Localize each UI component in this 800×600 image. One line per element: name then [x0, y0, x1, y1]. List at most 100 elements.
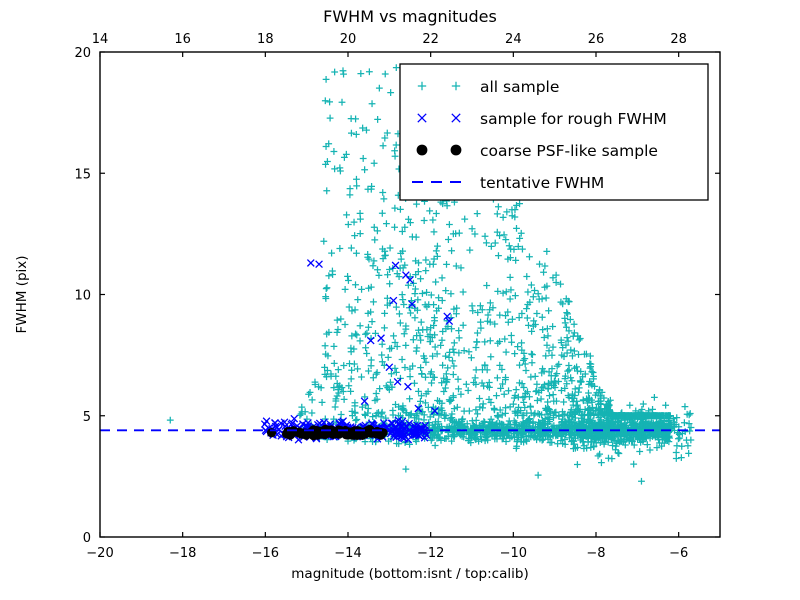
marker-plus: [412, 438, 420, 445]
marker-plus: [417, 364, 425, 372]
marker-plus: [576, 335, 584, 342]
marker-plus: [474, 410, 481, 418]
marker-plus: [369, 262, 377, 270]
marker-plus: [438, 274, 446, 282]
marker-plus: [518, 310, 526, 317]
marker-plus: [449, 345, 457, 353]
marker-plus: [430, 228, 438, 236]
marker-cross: [379, 419, 388, 427]
marker-plus: [455, 385, 462, 393]
marker-plus: [378, 358, 386, 366]
marker-plus: [411, 314, 419, 322]
marker-plus: [417, 397, 424, 405]
marker-plus: [371, 236, 379, 244]
marker-plus: [650, 393, 658, 401]
marker-cross: [414, 404, 423, 413]
marker-plus: [642, 418, 650, 425]
legend-entry-tentative-fwhm[interactable]: tentative FWHM: [412, 174, 604, 192]
marker-plus: [369, 413, 377, 421]
marker-plus: [598, 388, 606, 396]
marker-plus: [466, 246, 474, 254]
marker-plus: [346, 191, 354, 199]
legend-entry-all-sample[interactable]: all sample: [417, 78, 560, 96]
marker-plus: [381, 70, 389, 78]
marker-plus: [379, 245, 386, 253]
marker-plus: [348, 307, 356, 315]
marker-plus: [646, 446, 654, 454]
marker-plus: [467, 425, 475, 433]
marker-plus: [358, 373, 365, 381]
marker-plus: [430, 424, 438, 432]
marker-plus: [333, 392, 341, 400]
marker-plus: [468, 225, 476, 233]
marker-cross: [397, 429, 405, 438]
marker-plus: [573, 461, 581, 468]
marker-plus: [448, 437, 455, 445]
marker-plus: [502, 348, 510, 356]
marker-plus: [438, 297, 446, 304]
marker-plus: [448, 325, 455, 333]
marker-plus: [356, 230, 364, 237]
marker-plus: [544, 405, 552, 412]
marker-plus: [368, 100, 376, 108]
marker-plus: [585, 418, 592, 426]
marker-plus: [353, 182, 361, 190]
marker-plus: [532, 321, 539, 328]
marker-cross: [306, 259, 315, 267]
marker-plus: [347, 115, 355, 123]
marker-plus: [472, 406, 480, 414]
marker-plus: [476, 302, 484, 310]
marker-plus: [662, 401, 670, 409]
marker-plus: [374, 116, 382, 123]
marker-cross: [404, 382, 412, 391]
marker-plus: [510, 394, 518, 402]
marker-plus: [365, 284, 373, 292]
marker-plus: [496, 361, 504, 369]
marker-plus: [641, 433, 649, 440]
marker-plus: [546, 439, 554, 447]
marker-plus: [363, 126, 370, 134]
marker-plus: [595, 405, 602, 413]
marker-plus: [363, 329, 371, 337]
marker-plus: [398, 228, 406, 235]
marker-plus: [626, 401, 634, 409]
marker-plus: [375, 84, 383, 92]
marker-plus: [395, 403, 403, 411]
marker-plus: [687, 424, 695, 431]
marker-plus: [433, 350, 441, 358]
marker-plus: [418, 392, 425, 400]
marker-plus: [427, 436, 435, 444]
marker-plus: [559, 300, 567, 308]
marker-plus: [422, 267, 430, 275]
marker-plus: [586, 378, 594, 385]
marker-plus: [542, 294, 550, 302]
marker-plus: [514, 393, 522, 401]
marker-plus: [340, 70, 347, 78]
marker-plus: [344, 272, 351, 280]
marker-plus: [526, 402, 534, 410]
marker-plus: [531, 409, 539, 417]
legend-entry-coarse-psf-like-sample[interactable]: coarse PSF-like sample: [416, 142, 658, 160]
marker-plus: [472, 366, 480, 374]
marker-plus: [388, 370, 395, 378]
marker-plus: [623, 433, 631, 441]
marker-plus: [339, 388, 347, 395]
marker-plus: [596, 450, 604, 458]
marker-plus: [643, 421, 651, 428]
marker-plus: [459, 288, 467, 296]
marker-plus: [562, 341, 570, 349]
marker-plus: [453, 403, 461, 411]
marker-plus: [507, 332, 515, 339]
marker-cross: [277, 419, 285, 428]
legend-label: coarse PSF-like sample: [480, 142, 658, 160]
marker-plus: [630, 441, 638, 449]
marker-plus: [330, 384, 338, 392]
legend-entry-sample-for-rough-fwhm[interactable]: sample for rough FWHM: [417, 110, 667, 128]
marker-plus: [575, 388, 582, 396]
marker-plus: [406, 365, 414, 373]
marker-plus: [364, 309, 372, 317]
marker-plus: [477, 318, 484, 326]
marker-plus: [379, 142, 387, 150]
marker-plus: [533, 387, 541, 395]
marker-plus: [584, 399, 591, 407]
